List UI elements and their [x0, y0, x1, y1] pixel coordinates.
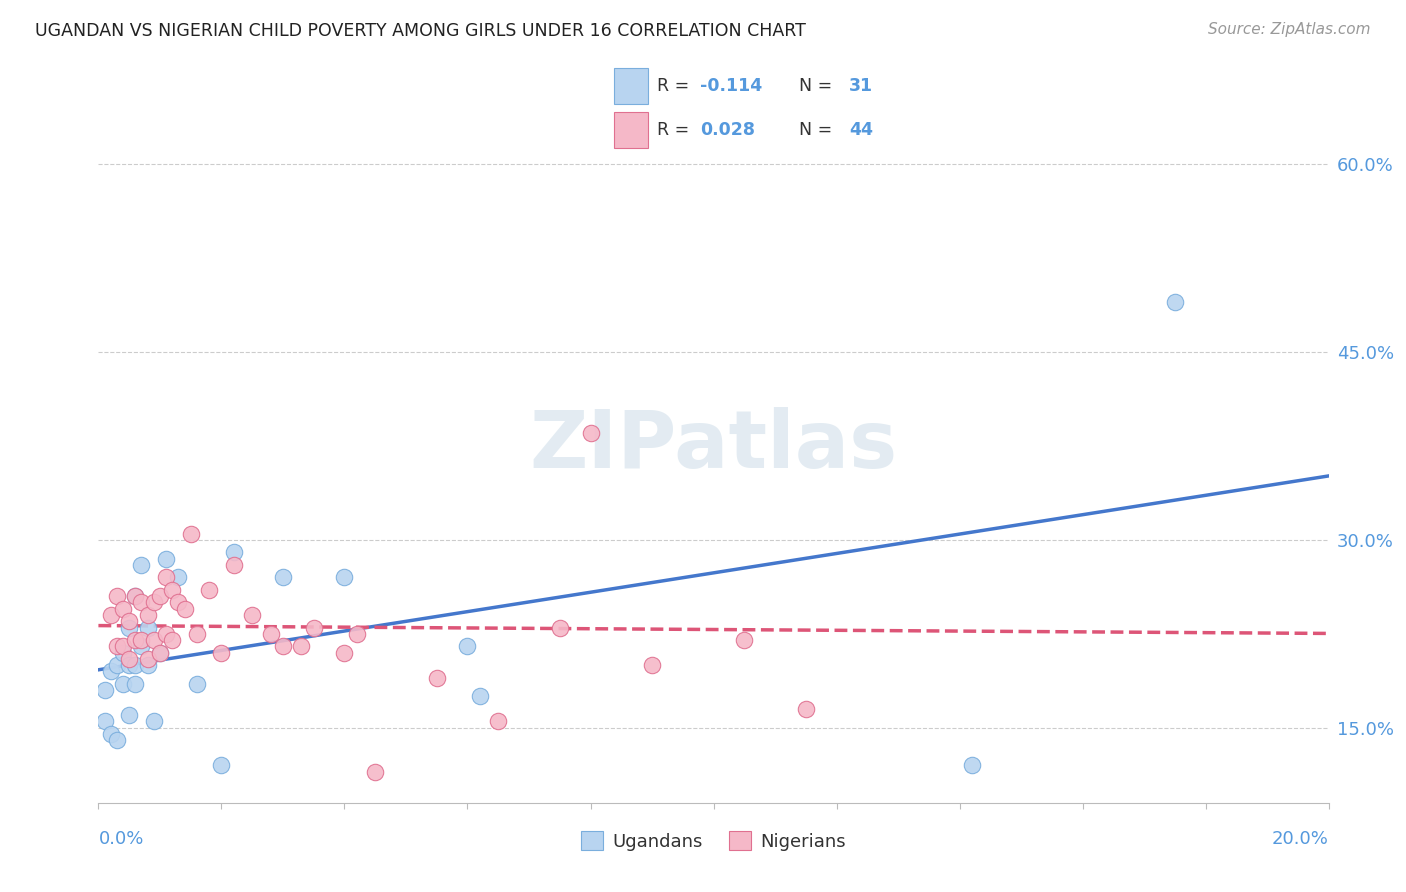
Point: [112, 646, 135, 660]
Text: UGANDAN VS NIGERIAN CHILD POVERTY AMONG GIRLS UNDER 16 CORRELATION CHART: UGANDAN VS NIGERIAN CHILD POVERTY AMONG …: [35, 22, 806, 40]
Point: [468, 690, 491, 704]
Point: [118, 621, 141, 635]
Point: [1164, 295, 1187, 310]
Point: [333, 646, 356, 660]
Point: [364, 764, 387, 779]
Point: [100, 607, 122, 622]
Point: [271, 640, 294, 654]
Text: 20.0%: 20.0%: [1272, 830, 1329, 848]
Point: [124, 658, 146, 673]
Point: [112, 677, 135, 691]
Point: [548, 621, 571, 635]
Point: [136, 621, 159, 635]
Point: [162, 582, 183, 597]
Point: [186, 627, 208, 641]
Text: R =: R =: [657, 121, 695, 139]
Point: [641, 658, 664, 673]
Point: [271, 570, 294, 584]
Point: [131, 633, 153, 648]
Point: [260, 627, 283, 641]
Point: [240, 607, 263, 622]
Point: [211, 758, 233, 772]
Point: [93, 683, 115, 698]
Point: [302, 621, 325, 635]
Point: [100, 727, 122, 741]
Text: ZIPatlas: ZIPatlas: [530, 407, 897, 485]
FancyBboxPatch shape: [614, 112, 648, 148]
Point: [149, 646, 172, 660]
Point: [222, 558, 245, 572]
Point: [105, 589, 128, 603]
Point: [124, 589, 146, 603]
Text: 0.0%: 0.0%: [98, 830, 143, 848]
Point: [186, 677, 208, 691]
Text: 0.028: 0.028: [700, 121, 755, 139]
Point: [112, 601, 135, 615]
Point: [131, 595, 153, 609]
Point: [155, 627, 177, 641]
Point: [579, 426, 602, 441]
Point: [960, 758, 983, 772]
Point: [180, 526, 202, 541]
Point: [211, 646, 233, 660]
Point: [136, 658, 159, 673]
Point: [167, 595, 190, 609]
Point: [162, 633, 183, 648]
Text: R =: R =: [657, 78, 695, 95]
Point: [333, 570, 356, 584]
Point: [149, 646, 172, 660]
Point: [136, 607, 159, 622]
Point: [426, 671, 449, 685]
Point: [131, 640, 153, 654]
Legend: Ugandans, Nigerians: Ugandans, Nigerians: [574, 824, 853, 858]
Point: [118, 708, 141, 723]
Point: [118, 658, 141, 673]
Point: [222, 545, 245, 559]
Text: 31: 31: [849, 78, 873, 95]
Point: [142, 714, 165, 729]
Point: [486, 714, 509, 729]
Point: [118, 614, 141, 628]
FancyBboxPatch shape: [614, 69, 648, 104]
Point: [290, 640, 312, 654]
Point: [136, 652, 159, 666]
Text: N =: N =: [800, 121, 838, 139]
Text: N =: N =: [800, 78, 838, 95]
Point: [173, 601, 195, 615]
Point: [93, 714, 115, 729]
Text: 44: 44: [849, 121, 873, 139]
Point: [149, 589, 172, 603]
Point: [124, 677, 146, 691]
Point: [118, 652, 141, 666]
Point: [100, 665, 122, 679]
Point: [346, 627, 368, 641]
Point: [155, 570, 177, 584]
Point: [131, 558, 153, 572]
Point: [167, 570, 190, 584]
Point: [456, 640, 478, 654]
Point: [142, 595, 165, 609]
Point: [155, 551, 177, 566]
Point: [733, 633, 755, 648]
Point: [124, 589, 146, 603]
Text: -0.114: -0.114: [700, 78, 762, 95]
Point: [142, 633, 165, 648]
Point: [105, 658, 128, 673]
Point: [124, 633, 146, 648]
Point: [198, 582, 221, 597]
Point: [105, 640, 128, 654]
Text: Source: ZipAtlas.com: Source: ZipAtlas.com: [1208, 22, 1371, 37]
Point: [112, 640, 135, 654]
Point: [105, 733, 128, 747]
Point: [794, 702, 817, 716]
